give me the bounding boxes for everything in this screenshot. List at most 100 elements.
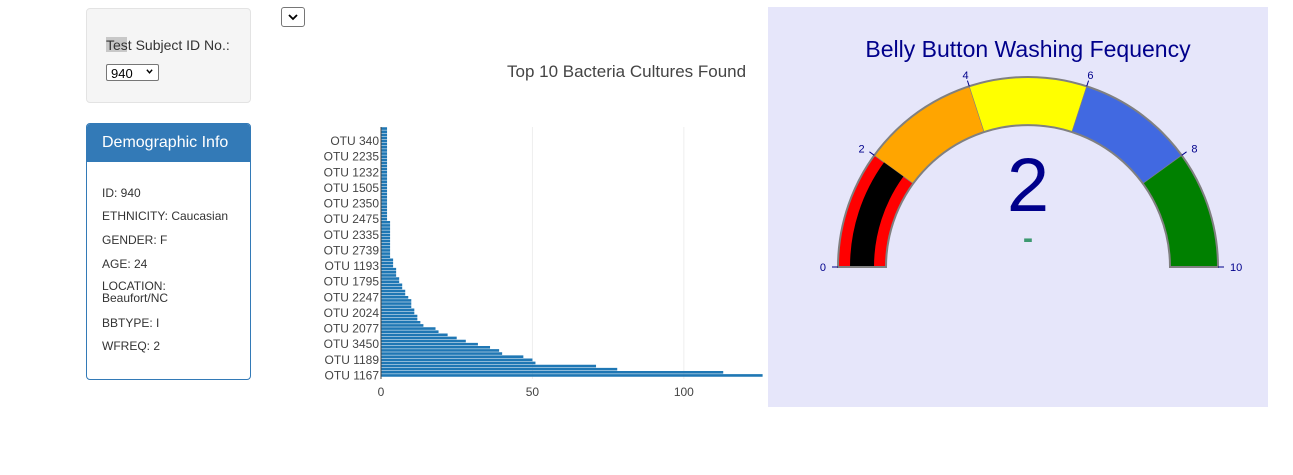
- gauge-delta: -: [1023, 222, 1033, 255]
- demo-line: GENDER: F: [102, 233, 168, 247]
- bar: [381, 189, 388, 193]
- gauge-step: [968, 76, 1088, 133]
- bar: [381, 305, 412, 308]
- demo-line: BBTYPE: I: [102, 316, 160, 330]
- bar: [381, 167, 388, 171]
- bar: [381, 186, 388, 190]
- bar: [381, 205, 388, 208]
- text-selection: [106, 37, 127, 52]
- bar: [381, 317, 418, 321]
- bar: [381, 255, 391, 258]
- bar: [381, 283, 403, 287]
- gauge-border: [836, 76, 1220, 268]
- bar: [381, 214, 388, 218]
- subject-select[interactable]: 940: [106, 64, 159, 81]
- gauge-tick: [1181, 151, 1187, 156]
- bar: [381, 349, 500, 352]
- bar: [381, 346, 491, 349]
- bar: [381, 264, 394, 268]
- y-tick-label: OTU 2335: [324, 228, 380, 242]
- bar: [381, 155, 388, 158]
- y-tick-label: OTU 1167: [325, 368, 380, 382]
- bar: [381, 358, 533, 362]
- bar: [381, 271, 397, 274]
- dropdown[interactable]: [281, 7, 305, 27]
- bar: [381, 327, 436, 330]
- bar: [381, 221, 391, 224]
- bar: [381, 361, 536, 365]
- y-tick-label: OTU 1505: [324, 181, 380, 195]
- bar: [381, 146, 388, 149]
- bar: [381, 164, 388, 168]
- bar: [381, 208, 388, 212]
- bar: [381, 183, 388, 187]
- chart-title: Top 10 Bacteria Cultures Found: [507, 62, 746, 81]
- y-tick-label: OTU 2247: [324, 290, 380, 304]
- y-tick-label: OTU 340: [330, 134, 379, 148]
- bar: [381, 180, 388, 183]
- bar: [381, 314, 418, 318]
- bar: [381, 161, 388, 165]
- bar: [381, 321, 421, 324]
- demo-line: LOCATION: Beaufort/NC: [102, 279, 169, 305]
- bar: [381, 202, 388, 205]
- gauge-tick-label: 0: [820, 262, 826, 274]
- bar: [381, 127, 388, 130]
- bar: [381, 158, 388, 162]
- bar: [381, 252, 391, 255]
- x-tick-label: 100: [674, 385, 694, 399]
- y-tick-label: OTU 2475: [324, 212, 380, 226]
- gauge-tick: [966, 80, 970, 87]
- bar: [381, 224, 391, 227]
- gauge-number: 2: [1007, 143, 1049, 228]
- gauge-tick-label: 4: [963, 70, 969, 82]
- bar: [381, 149, 388, 152]
- bar: [381, 274, 397, 277]
- bar: [381, 249, 391, 252]
- bar: [381, 277, 400, 280]
- y-tick-label: OTU 2024: [324, 306, 380, 320]
- bar: [381, 142, 388, 146]
- bar: [381, 330, 439, 333]
- gauge-title: Belly Button Washing Fequency: [865, 36, 1191, 62]
- bar: [381, 152, 388, 155]
- bar: [381, 239, 391, 243]
- dropdown-arrow: [288, 14, 298, 21]
- y-tick-label: OTU 2350: [324, 197, 380, 211]
- x-tick-label: 0: [378, 385, 385, 399]
- gauge-tick-label: 2: [858, 143, 864, 155]
- bar: [381, 136, 388, 140]
- demo-line: AGE: 24: [102, 257, 148, 271]
- bar: [381, 367, 618, 371]
- bar: [381, 227, 391, 230]
- bar: [381, 364, 597, 368]
- bar: [381, 267, 397, 271]
- selector-well: [86, 8, 251, 103]
- bar: [381, 217, 388, 221]
- y-tick-label: OTU 1795: [324, 275, 380, 289]
- demo-line: ID: 940: [102, 186, 141, 200]
- gauge-tick-label: 8: [1191, 143, 1197, 155]
- bar: [381, 230, 391, 233]
- bar: [381, 289, 406, 293]
- bar: [381, 174, 388, 177]
- bar: [381, 339, 466, 343]
- y-tick-label: OTU 3450: [324, 337, 380, 351]
- bar: [381, 133, 388, 137]
- bar: [381, 342, 478, 346]
- bar: [381, 139, 388, 143]
- demo-line: WFREQ: 2: [102, 339, 161, 353]
- bar: [381, 286, 403, 290]
- gauge-tick-label: 6: [1087, 70, 1093, 82]
- bar: [381, 371, 724, 374]
- demographic-panel: Demographic Info ID: 940 ETHNICITY: Cauc…: [86, 123, 251, 380]
- y-tick-label: OTU 1232: [324, 165, 380, 179]
- bar: [381, 199, 388, 202]
- gauge-tick-label: 10: [1230, 262, 1242, 274]
- y-tick-label: OTU 2235: [324, 150, 380, 164]
- bar: [381, 374, 763, 377]
- bar: [381, 302, 412, 305]
- bar: [381, 171, 388, 174]
- y-tick-label: OTU 2077: [324, 322, 380, 336]
